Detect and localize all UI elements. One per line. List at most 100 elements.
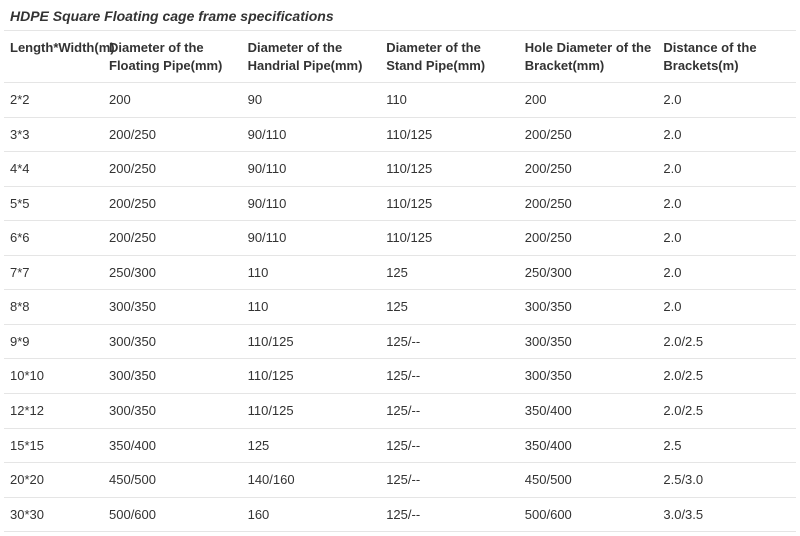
table-cell: 20*20 [4, 463, 103, 498]
table-row: 8*8300/350110125300/3502.0 [4, 290, 796, 325]
table-cell: 125/-- [380, 428, 519, 463]
table-row: 20*20450/500140/160125/--450/5002.5/3.0 [4, 463, 796, 498]
table-header-row: Length*Width(m) Diameter of the Floating… [4, 31, 796, 83]
table-cell: 4*4 [4, 152, 103, 187]
table-cell: 6*6 [4, 221, 103, 256]
table-cell: 200/250 [103, 117, 242, 152]
table-cell: 90 [242, 83, 381, 118]
table-cell: 3*3 [4, 117, 103, 152]
table-cell: 125/-- [380, 497, 519, 532]
table-cell: 200/250 [519, 221, 658, 256]
table-row: 2*2200901102002.0 [4, 83, 796, 118]
table-cell: 2.0 [657, 255, 796, 290]
table-cell: 110/125 [380, 221, 519, 256]
table-cell: 125 [380, 255, 519, 290]
table-cell: 160 [242, 497, 381, 532]
table-cell: 2.0 [657, 186, 796, 221]
table-row: 30*30500/600160125/--500/6003.0/3.5 [4, 497, 796, 532]
table-cell: 200/250 [519, 186, 658, 221]
table-cell: 110 [380, 83, 519, 118]
col-header-floating: Diameter of the Floating Pipe(mm) [103, 31, 242, 83]
table-row: 12*12300/350110/125125/--350/4002.0/2.5 [4, 394, 796, 429]
table-cell: 200 [519, 83, 658, 118]
table-cell: 110/125 [242, 394, 381, 429]
table-row: 10*10300/350110/125125/--300/3502.0/2.5 [4, 359, 796, 394]
table-row: 9*9300/350110/125125/--300/3502.0/2.5 [4, 324, 796, 359]
table-cell: 10*10 [4, 359, 103, 394]
table-cell: 90/110 [242, 186, 381, 221]
table-cell: 2.0 [657, 117, 796, 152]
table-cell: 12*12 [4, 394, 103, 429]
table-cell: 140/160 [242, 463, 381, 498]
table-cell: 250/300 [519, 255, 658, 290]
table-cell: 125/-- [380, 394, 519, 429]
table-cell: 2.0 [657, 290, 796, 325]
table-cell: 350/400 [519, 394, 658, 429]
table-cell: 8*8 [4, 290, 103, 325]
table-cell: 200/250 [519, 152, 658, 187]
table-cell: 300/350 [103, 394, 242, 429]
table-cell: 2.0/2.5 [657, 359, 796, 394]
table-cell: 125/-- [380, 359, 519, 394]
table-cell: 9*9 [4, 324, 103, 359]
table-cell: 200/250 [519, 117, 658, 152]
table-cell: 2*2 [4, 83, 103, 118]
table-cell: 30*30 [4, 497, 103, 532]
table-cell: 2.0 [657, 221, 796, 256]
table-cell: 500/600 [519, 497, 658, 532]
col-header-lenwidth: Length*Width(m) [4, 31, 103, 83]
table-cell: 7*7 [4, 255, 103, 290]
table-cell: 450/500 [103, 463, 242, 498]
table-cell: 15*15 [4, 428, 103, 463]
table-cell: 350/400 [519, 428, 658, 463]
table-cell: 500/600 [103, 497, 242, 532]
table-cell: 300/350 [519, 290, 658, 325]
table-cell: 110/125 [380, 117, 519, 152]
table-cell: 90/110 [242, 117, 381, 152]
table-cell: 3.0/3.5 [657, 497, 796, 532]
table-cell: 5*5 [4, 186, 103, 221]
table-cell: 2.5/3.0 [657, 463, 796, 498]
table-body: 2*2200901102002.03*3200/25090/110110/125… [4, 83, 796, 532]
table-cell: 2.0 [657, 83, 796, 118]
table-cell: 90/110 [242, 152, 381, 187]
table-cell: 300/350 [519, 324, 658, 359]
table-cell: 125 [380, 290, 519, 325]
col-header-distance: Distance of the Brackets(m) [657, 31, 796, 83]
table-cell: 350/400 [103, 428, 242, 463]
table-cell: 90/110 [242, 221, 381, 256]
col-header-handrail: Diameter of the Handrial Pipe(mm) [242, 31, 381, 83]
table-cell: 300/350 [519, 359, 658, 394]
table-cell: 125 [242, 428, 381, 463]
table-cell: 110 [242, 290, 381, 325]
table-cell: 110/125 [242, 324, 381, 359]
table-cell: 125/-- [380, 324, 519, 359]
table-row: 3*3200/25090/110110/125200/2502.0 [4, 117, 796, 152]
table-cell: 2.0/2.5 [657, 394, 796, 429]
table-cell: 250/300 [103, 255, 242, 290]
table-cell: 2.0 [657, 152, 796, 187]
table-cell: 200 [103, 83, 242, 118]
table-cell: 110/125 [380, 186, 519, 221]
table-cell: 300/350 [103, 290, 242, 325]
table-cell: 200/250 [103, 221, 242, 256]
col-header-stand: Diameter of the Stand Pipe(mm) [380, 31, 519, 83]
table-cell: 110/125 [242, 359, 381, 394]
table-cell: 2.0/2.5 [657, 324, 796, 359]
table-row: 5*5200/25090/110110/125200/2502.0 [4, 186, 796, 221]
table-cell: 450/500 [519, 463, 658, 498]
spec-table: Length*Width(m) Diameter of the Floating… [4, 30, 796, 532]
table-row: 4*4200/25090/110110/125200/2502.0 [4, 152, 796, 187]
table-cell: 200/250 [103, 186, 242, 221]
table-cell: 110 [242, 255, 381, 290]
table-cell: 300/350 [103, 324, 242, 359]
table-cell: 125/-- [380, 463, 519, 498]
table-cell: 2.5 [657, 428, 796, 463]
table-row: 15*15350/400125125/--350/4002.5 [4, 428, 796, 463]
table-cell: 300/350 [103, 359, 242, 394]
page-title: HDPE Square Floating cage frame specific… [4, 4, 796, 30]
table-cell: 110/125 [380, 152, 519, 187]
table-cell: 200/250 [103, 152, 242, 187]
table-row: 7*7250/300110125250/3002.0 [4, 255, 796, 290]
table-row: 6*6200/25090/110110/125200/2502.0 [4, 221, 796, 256]
